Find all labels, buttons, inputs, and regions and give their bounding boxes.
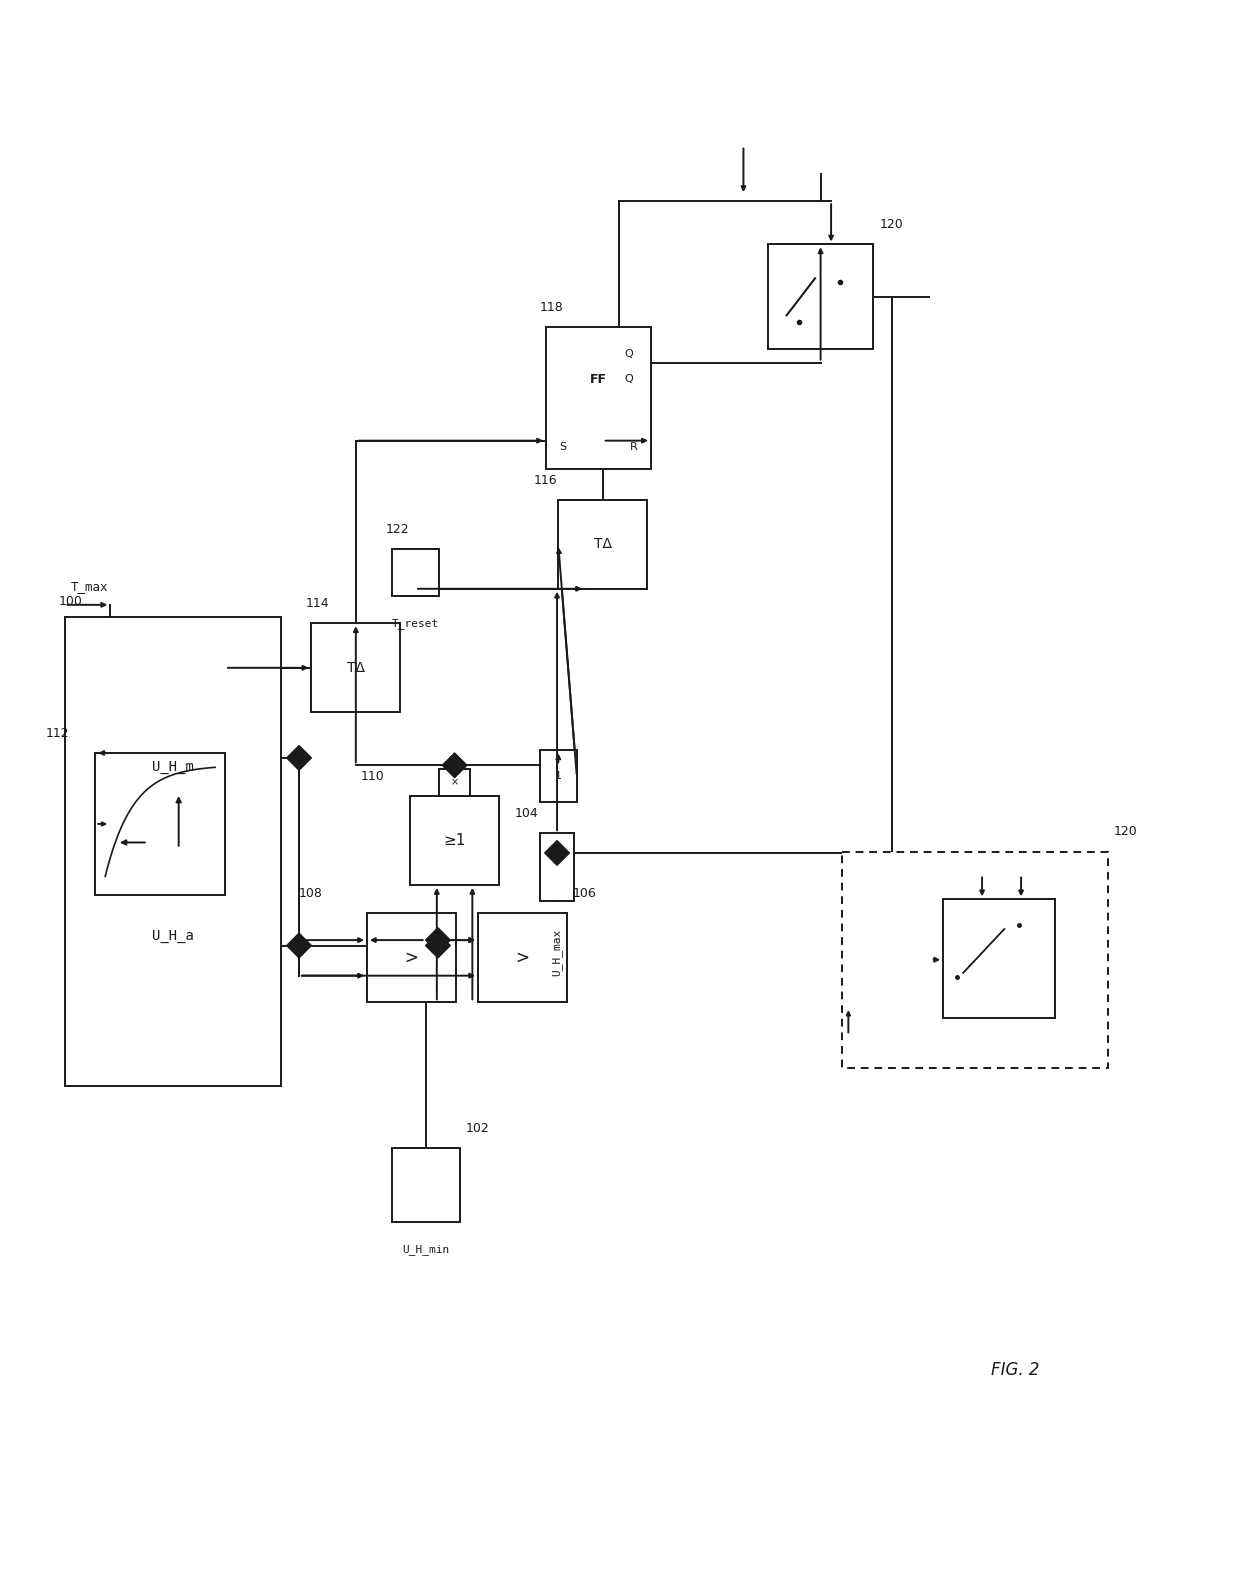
- Text: 108: 108: [299, 888, 322, 901]
- Bar: [392, 550, 439, 596]
- Text: 122: 122: [386, 523, 409, 536]
- Bar: [546, 327, 651, 469]
- Text: T_reset: T_reset: [392, 618, 439, 629]
- Bar: [64, 618, 280, 1087]
- Bar: [768, 245, 873, 349]
- Text: FF: FF: [590, 373, 606, 386]
- Text: T_max: T_max: [71, 580, 108, 592]
- Text: 100: 100: [58, 596, 82, 608]
- Bar: [311, 624, 401, 713]
- Bar: [842, 852, 1107, 1068]
- Bar: [410, 796, 498, 885]
- Bar: [95, 754, 224, 894]
- Text: Q̄: Q̄: [624, 374, 632, 384]
- Bar: [367, 913, 456, 1002]
- Text: Q: Q: [624, 349, 632, 359]
- Text: 1: 1: [554, 771, 562, 782]
- Text: >: >: [404, 950, 418, 967]
- Text: U_H_min: U_H_min: [402, 1243, 449, 1255]
- Text: 110: 110: [361, 769, 384, 784]
- Polygon shape: [425, 927, 450, 953]
- Text: 116: 116: [533, 474, 557, 487]
- Bar: [479, 913, 567, 1002]
- Text: 104: 104: [515, 807, 539, 820]
- Text: TΔ: TΔ: [594, 537, 611, 551]
- Text: U_H_a: U_H_a: [151, 929, 193, 943]
- Polygon shape: [443, 754, 467, 777]
- Polygon shape: [286, 934, 311, 957]
- Text: U_H_max: U_H_max: [552, 929, 563, 975]
- Bar: [392, 1149, 460, 1221]
- Text: S: S: [559, 442, 567, 452]
- Text: ×: ×: [450, 777, 459, 787]
- Text: 114: 114: [305, 597, 329, 610]
- Bar: [439, 769, 470, 796]
- Text: 112: 112: [46, 727, 69, 739]
- Text: 118: 118: [539, 300, 563, 314]
- Text: 120: 120: [879, 218, 903, 231]
- Bar: [539, 833, 574, 901]
- Bar: [539, 750, 577, 803]
- Text: R: R: [630, 442, 637, 452]
- Text: U_H_m: U_H_m: [151, 760, 193, 774]
- Polygon shape: [425, 934, 450, 957]
- Text: 102: 102: [466, 1122, 490, 1134]
- Text: TΔ: TΔ: [347, 660, 365, 675]
- Polygon shape: [286, 746, 311, 769]
- Polygon shape: [544, 841, 569, 866]
- Text: >: >: [516, 950, 529, 967]
- Bar: [558, 499, 647, 589]
- Text: 120: 120: [1114, 825, 1137, 839]
- Bar: [944, 899, 1054, 1018]
- Text: ≥1: ≥1: [444, 833, 466, 848]
- Text: 106: 106: [573, 888, 596, 901]
- Text: FIG. 2: FIG. 2: [991, 1362, 1039, 1379]
